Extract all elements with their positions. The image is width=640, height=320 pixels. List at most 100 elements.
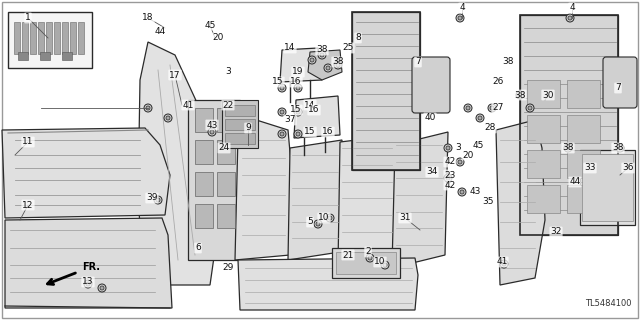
Circle shape — [296, 132, 300, 136]
Circle shape — [280, 132, 284, 136]
Bar — [217, 140, 235, 164]
Circle shape — [564, 144, 572, 152]
Bar — [520, 15, 618, 235]
Text: 34: 34 — [426, 167, 438, 177]
Text: 32: 32 — [550, 228, 562, 236]
Circle shape — [84, 280, 92, 288]
Bar — [54, 22, 60, 54]
Text: TL5484100: TL5484100 — [586, 299, 632, 308]
Circle shape — [308, 56, 316, 64]
Bar — [217, 204, 235, 228]
Text: 38: 38 — [612, 143, 624, 153]
Circle shape — [98, 284, 106, 292]
Bar — [22, 22, 28, 54]
Circle shape — [278, 108, 286, 116]
Polygon shape — [238, 258, 418, 310]
Circle shape — [156, 198, 160, 202]
Circle shape — [324, 64, 332, 72]
Circle shape — [86, 282, 90, 286]
Circle shape — [566, 146, 570, 150]
Bar — [217, 172, 235, 196]
Bar — [567, 185, 600, 213]
Bar — [188, 100, 240, 260]
Text: 20: 20 — [212, 34, 224, 43]
Text: 43: 43 — [469, 188, 481, 196]
Circle shape — [466, 106, 470, 110]
Text: 20: 20 — [462, 150, 474, 159]
Text: 38: 38 — [332, 58, 344, 67]
Text: 12: 12 — [22, 201, 34, 210]
Text: 6: 6 — [195, 244, 201, 252]
Text: 41: 41 — [182, 100, 194, 109]
Text: 43: 43 — [206, 121, 218, 130]
Text: 10: 10 — [374, 258, 386, 267]
Text: 27: 27 — [492, 103, 504, 113]
Text: 37: 37 — [284, 116, 296, 124]
Circle shape — [318, 51, 326, 59]
Text: 7: 7 — [615, 84, 621, 92]
Text: 5: 5 — [307, 218, 313, 227]
Circle shape — [444, 174, 452, 182]
Bar — [195, 172, 213, 196]
Bar — [195, 140, 213, 164]
Bar — [46, 22, 52, 54]
Circle shape — [294, 84, 302, 92]
Polygon shape — [294, 96, 340, 138]
Bar — [527, 150, 560, 178]
Text: 14: 14 — [304, 100, 316, 109]
Text: 11: 11 — [22, 138, 34, 147]
Text: 23: 23 — [444, 171, 456, 180]
Text: 16: 16 — [308, 106, 320, 115]
Circle shape — [208, 128, 216, 136]
FancyBboxPatch shape — [412, 57, 450, 113]
Circle shape — [366, 254, 374, 262]
Circle shape — [294, 108, 302, 116]
Circle shape — [294, 130, 302, 138]
Text: 39: 39 — [147, 194, 157, 203]
Text: 36: 36 — [622, 164, 634, 172]
Circle shape — [464, 104, 472, 112]
Circle shape — [568, 16, 572, 20]
Text: 21: 21 — [342, 251, 354, 260]
Text: 4: 4 — [569, 4, 575, 12]
Circle shape — [502, 262, 506, 266]
Polygon shape — [308, 50, 342, 80]
Text: 17: 17 — [169, 70, 180, 79]
Text: 26: 26 — [492, 77, 504, 86]
Bar — [352, 12, 420, 170]
Text: 38: 38 — [563, 143, 573, 153]
Bar — [217, 108, 235, 132]
Text: 9: 9 — [245, 124, 251, 132]
Circle shape — [296, 110, 300, 114]
Circle shape — [476, 114, 484, 122]
Bar — [222, 100, 258, 148]
Circle shape — [328, 216, 332, 220]
Bar — [14, 22, 20, 54]
Text: 40: 40 — [424, 114, 436, 123]
Circle shape — [444, 144, 452, 152]
Bar — [225, 119, 255, 130]
Bar — [225, 105, 255, 116]
Text: 18: 18 — [142, 13, 154, 22]
Text: 45: 45 — [472, 140, 484, 149]
Text: 15: 15 — [291, 106, 301, 115]
Bar — [567, 150, 600, 178]
Bar — [567, 80, 600, 108]
Text: 19: 19 — [292, 68, 304, 76]
Polygon shape — [2, 128, 170, 218]
Circle shape — [381, 261, 389, 269]
Text: 24: 24 — [218, 143, 230, 153]
Circle shape — [320, 53, 324, 57]
FancyBboxPatch shape — [603, 57, 637, 108]
Text: 30: 30 — [542, 91, 554, 100]
Text: 35: 35 — [483, 197, 493, 206]
Circle shape — [456, 158, 464, 166]
Polygon shape — [235, 118, 292, 260]
Bar — [527, 80, 560, 108]
Circle shape — [518, 93, 522, 97]
Text: 25: 25 — [342, 44, 354, 52]
Text: 15: 15 — [272, 77, 284, 86]
Bar — [527, 185, 560, 213]
Polygon shape — [138, 42, 215, 285]
Text: 44: 44 — [154, 28, 166, 36]
